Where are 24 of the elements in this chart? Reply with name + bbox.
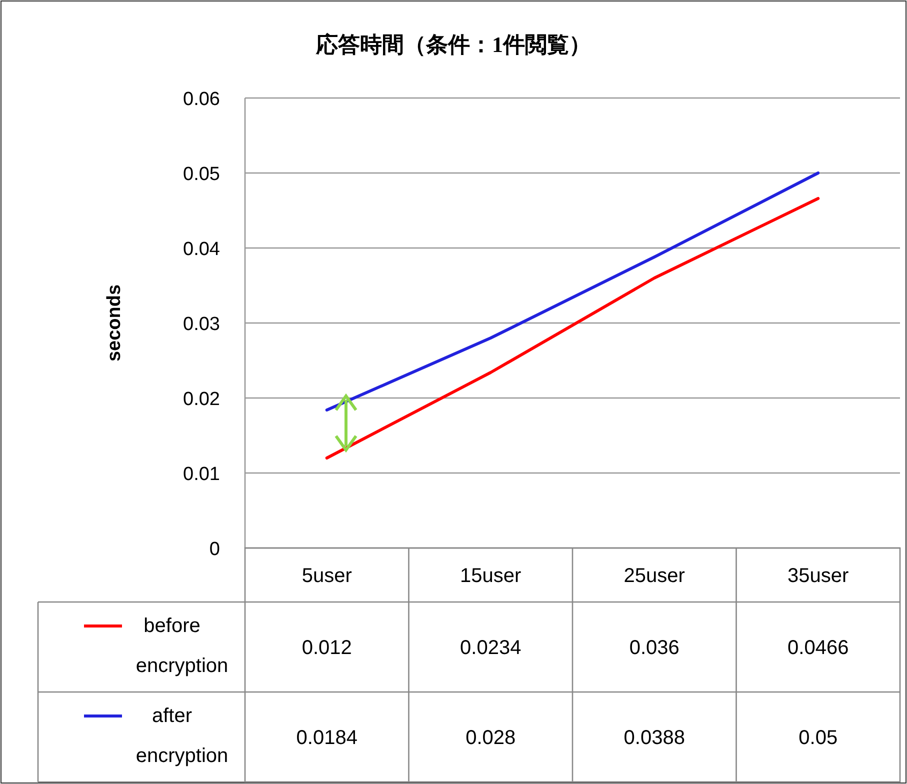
y-tick-label: 0.06 bbox=[183, 89, 220, 110]
y-tick-label: 0.01 bbox=[183, 464, 220, 485]
x-tick-label: 25user bbox=[624, 565, 686, 587]
data-label: 0.0234 bbox=[460, 637, 522, 659]
data-label: 0.0466 bbox=[788, 637, 849, 659]
data-label: 0.05 bbox=[798, 727, 838, 749]
y-tick-label: 0 bbox=[209, 539, 220, 560]
y-tick-label: 0.05 bbox=[183, 164, 220, 185]
y-tick-label: 0.03 bbox=[183, 314, 220, 335]
data-label: 0.028 bbox=[466, 727, 516, 749]
data-label: 0.0388 bbox=[624, 727, 685, 749]
chart-title: 応答時間（条件：1件閲覧） bbox=[315, 32, 591, 57]
data-label: 0.012 bbox=[302, 637, 352, 659]
y-tick-label: 0.02 bbox=[183, 389, 220, 410]
x-tick-label: 15user bbox=[460, 565, 522, 587]
line-series bbox=[325, 197, 820, 460]
x-tick-label: 35user bbox=[788, 565, 850, 587]
legend-label: after encryption bbox=[136, 705, 228, 767]
data-label: 0.0184 bbox=[296, 727, 358, 749]
data-label: 0.036 bbox=[629, 637, 680, 659]
y-tick-label: 0.04 bbox=[183, 239, 220, 260]
x-tick-label: 5user bbox=[302, 565, 352, 587]
y-axis-title: seconds bbox=[104, 284, 125, 362]
line-series bbox=[325, 172, 820, 412]
